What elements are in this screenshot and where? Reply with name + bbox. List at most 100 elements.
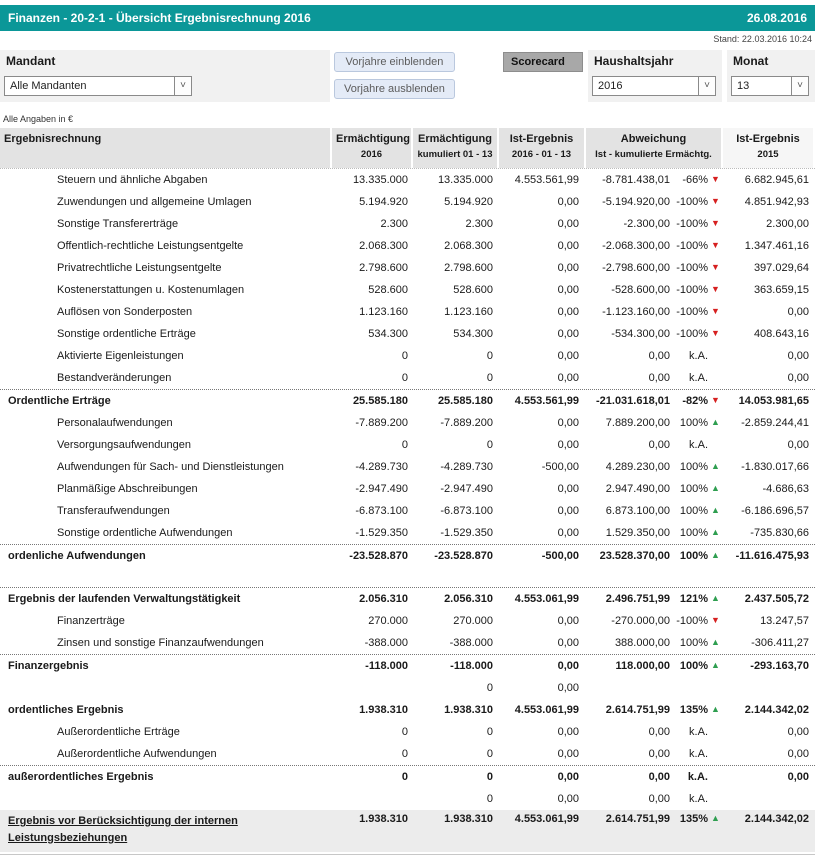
row-label-text: Planmäßige Abschreibungen [57, 482, 198, 495]
table-row: Aktivierte Eigenleistungen 0 0 0,00 0,00 k.A.… [0, 345, 815, 367]
cell-ist-ergebnis-2016: 0,00 [557, 306, 579, 318]
cell-ermaechtigung-2016: 2.798.600 [359, 262, 408, 274]
table-row: Offentlich-rechtliche Leistungsentgelte 2… [0, 235, 815, 257]
row-label-text: Sonstige ordentliche Erträge [57, 327, 196, 340]
cell-abweichung: 0,00 k.A. [583, 372, 723, 384]
table-row: Privatrechtliche Leistungsentgelte 2.798.… [0, 257, 815, 279]
table-header-row: Ergebnisrechnung Ermächtigung 2016 Ermäch… [0, 128, 815, 168]
cell-ist-ergebnis-2015: 2.437.505,72 [744, 593, 809, 605]
cell-ist-ergebnis-2016: 0,00 [557, 483, 579, 495]
monat-label: Monat [733, 54, 769, 68]
cell-ist-ergebnis-2015: 2.300,00 [766, 218, 809, 230]
row-label: Ordentliche Erträge [0, 393, 332, 410]
monat-select[interactable]: 13 ˅ [731, 76, 809, 96]
abweichung-percent: k.A. [689, 793, 708, 805]
abweichung-percent: 100% [679, 527, 708, 539]
abweichung-value: -528.600,00 [611, 284, 670, 296]
chevron-down-icon[interactable]: ˅ [791, 77, 808, 95]
table-row [0, 567, 815, 587]
abweichung-percent: -66% [682, 174, 708, 186]
row-label-text: Sonstige ordentliche Aufwendungen [57, 526, 233, 539]
vorjahre-einblenden-button[interactable]: Vorjahre einblenden [334, 52, 455, 72]
trend-up-icon: ▲ [711, 637, 720, 647]
cell-ermaechtigung-kumuliert: 5.194.920 [444, 196, 493, 208]
row-label-text: Außerordentliche Erträge [57, 725, 180, 738]
trend-up-icon: ▲ [711, 483, 720, 493]
table-row: Versorgungsaufwendungen 0 0 0,00 0,00 k.A. 0,0… [0, 434, 815, 456]
chevron-down-icon[interactable]: ˅ [698, 77, 715, 95]
cell-abweichung: 2.496.751,99 121% ▲ [583, 593, 723, 605]
trend-none [708, 726, 723, 738]
cell-ist-ergebnis-2016: 0,00 [557, 660, 579, 672]
monat-select-value: 13 [737, 80, 750, 92]
cell-ermaechtigung-2016: 0 [401, 350, 408, 362]
cell-ermaechtigung-kumuliert: -388.000 [449, 637, 493, 649]
row-label[interactable]: Ergebnis vor Berücksichtigung der intern… [0, 813, 332, 846]
filter-bar: Mandant Alle Mandanten ˅ Vorjahre einble… [0, 50, 815, 108]
cell-ist-ergebnis-2015: 0,00 [787, 726, 809, 738]
abweichung-value: 0,00 [648, 726, 670, 738]
abweichung-percent: 100% [679, 550, 708, 562]
vorjahre-buttons: Vorjahre einblenden Vorjahre ausblenden [334, 52, 455, 99]
table-row: Ordentliche Erträge 25.585.180 25.585.180 4… [0, 390, 815, 412]
cell-ermaechtigung-2016: 5.194.920 [359, 196, 408, 208]
cell-ermaechtigung-2016: -2.947.490 [355, 483, 408, 495]
abweichung-value: 0,00 [648, 350, 670, 362]
cell-ermaechtigung-kumuliert: 0 [486, 748, 493, 760]
abweichung-percent: -100% [676, 284, 708, 296]
cell-ermaechtigung-kumuliert: -4.289.730 [440, 461, 493, 473]
cell-ist-ergebnis-2016: 0,00 [557, 372, 579, 384]
cell-ermaechtigung-2016: -23.528.870 [349, 550, 408, 562]
cell-ist-ergebnis-2015: -4.686,63 [762, 483, 809, 495]
cell-ermaechtigung-kumuliert: -6.873.100 [440, 505, 493, 517]
row-label: Aktivierte Eigenleistungen [0, 348, 332, 365]
abweichung-value: 7.889.200,00 [605, 417, 670, 429]
row-label: Personalaufwendungen [0, 415, 332, 432]
cell-ermaechtigung-2016: 0 [401, 748, 408, 760]
mandant-select[interactable]: Alle Mandanten ˅ [4, 76, 192, 96]
row-label-link[interactable]: Ergebnis vor Berücksichtigung der intern… [8, 815, 238, 844]
cell-ist-ergebnis-2016: -500,00 [541, 461, 579, 473]
abweichung-value: 4.289.230,00 [605, 461, 670, 473]
table-row: Transferaufwendungen -6.873.100 -6.873.100… [0, 500, 815, 522]
trend-none [708, 793, 723, 805]
cell-ermaechtigung-kumuliert: 528.600 [453, 284, 493, 296]
cell-ermaechtigung-kumuliert: 1.938.310 [444, 704, 493, 716]
row-label-text: Transferaufwendungen [57, 504, 170, 517]
table-row: 0 0,00 [0, 677, 815, 699]
cell-ist-ergebnis-2016: 0,00 [557, 262, 579, 274]
abweichung-value: -8.781.438,01 [602, 174, 670, 186]
vorjahre-ausblenden-button[interactable]: Vorjahre ausblenden [334, 79, 455, 99]
abweichung-value: 2.614.751,99 [605, 704, 670, 716]
row-label: Auflösen von Sonderposten [0, 304, 332, 321]
table-row: Außerordentliche Aufwendungen 0 0 0,00 0,00 k… [0, 743, 815, 765]
cell-abweichung: 1.529.350,00 100% ▲ [583, 527, 723, 539]
cell-ist-ergebnis-2015: 0,00 [787, 306, 809, 318]
cell-ist-ergebnis-2016: 0,00 [557, 196, 579, 208]
cell-ermaechtigung-2016: 270.000 [368, 615, 408, 627]
abweichung-value: -5.194.920,00 [602, 196, 670, 208]
abweichung-value: 1.529.350,00 [605, 527, 670, 539]
row-label: Außerordentliche Aufwendungen [0, 746, 332, 763]
scorecard-tab[interactable]: Scorecard [503, 52, 583, 72]
trend-none [708, 771, 723, 783]
haushaltsjahr-select[interactable]: 2016 ˅ [592, 76, 716, 96]
cell-ist-ergebnis-2016: 0,00 [557, 793, 579, 805]
row-label-text: Bestandveränderungen [57, 371, 172, 384]
cell-abweichung: 2.614.751,99 135% ▲ [583, 704, 723, 716]
abweichung-value: 0,00 [648, 372, 670, 384]
chevron-down-icon[interactable]: ˅ [174, 77, 191, 95]
abweichung-value: -2.068.300,00 [602, 240, 670, 252]
abweichung-value: 6.873.100,00 [605, 505, 670, 517]
abweichung-percent: -100% [676, 196, 708, 208]
cell-ermaechtigung-2016: 25.585.180 [352, 395, 408, 407]
stand-timestamp: Stand: 22.03.2016 10:24 [713, 34, 812, 44]
abweichung-value: -270.000,00 [611, 615, 670, 627]
section-separator [0, 654, 815, 655]
cell-ist-ergebnis-2016: 0,00 [557, 748, 579, 760]
cell-abweichung: -5.194.920,00 -100% ▼ [583, 196, 723, 208]
cell-ermaechtigung-2016: 2.068.300 [359, 240, 408, 252]
cell-abweichung: 118.000,00 100% ▲ [583, 660, 723, 672]
row-label: Finanzerträge [0, 613, 332, 630]
row-label: Ergebnis der laufenden Verwaltungstätigk… [0, 591, 332, 608]
